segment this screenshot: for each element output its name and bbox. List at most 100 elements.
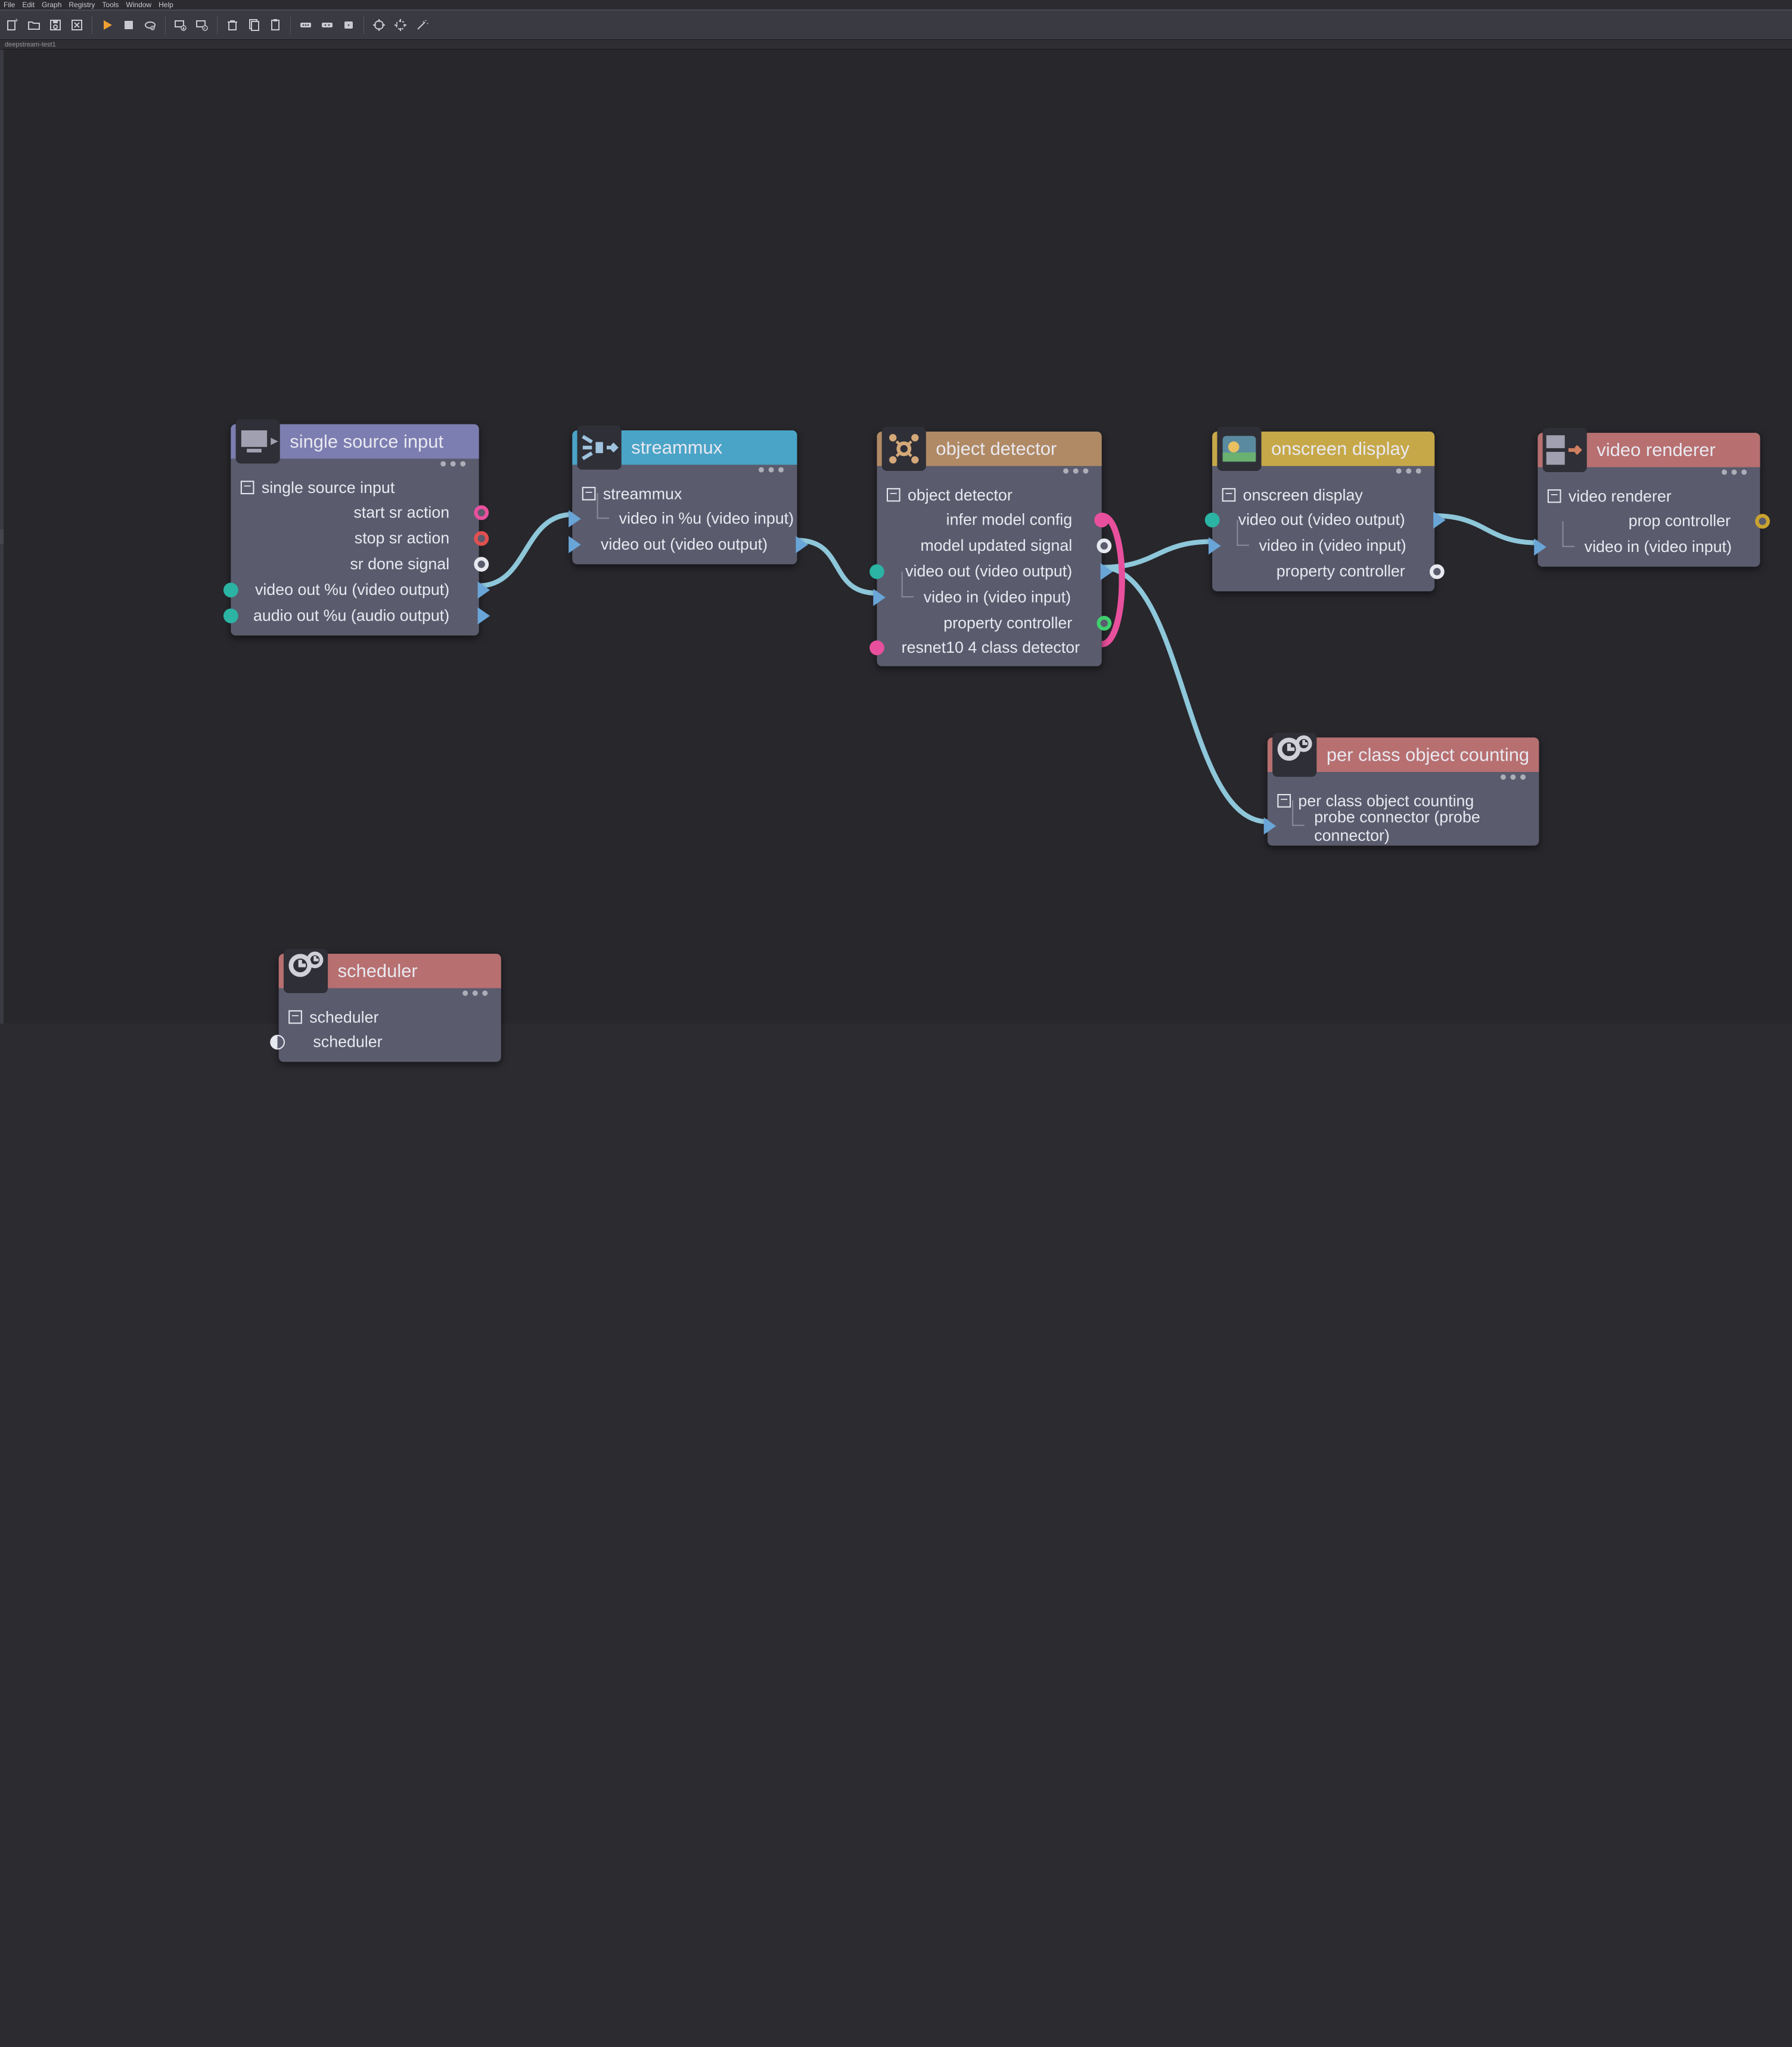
menu-tools[interactable]: Tools xyxy=(100,0,121,10)
hdots-icon[interactable] xyxy=(297,16,315,34)
node-single_source[interactable]: single source input ●●●−single source in… xyxy=(231,424,479,636)
port-label: video out (video output) xyxy=(905,562,1072,580)
crosshair-dotted-icon[interactable] xyxy=(392,16,409,34)
port-label: property controller xyxy=(1277,562,1405,580)
menu-file[interactable]: File xyxy=(1,0,17,10)
scheduler-icon xyxy=(284,949,328,993)
node-onscreen_display[interactable]: onscreen display ●●●−onscreen displayvid… xyxy=(1212,432,1434,591)
port-row[interactable]: model updated signal xyxy=(877,532,1101,558)
port-label: video out %u (video output) xyxy=(255,580,449,598)
section-label[interactable]: −onscreen display xyxy=(1212,483,1434,507)
node-streammux[interactable]: streammux ●●●−streammuxvideo in %u (vide… xyxy=(572,430,797,565)
node-extra-label: resnet10 4 class detector xyxy=(877,635,1101,659)
port-label: video out (video output) xyxy=(1238,510,1405,529)
node-header[interactable]: video renderer xyxy=(1538,433,1760,467)
close-icon[interactable] xyxy=(68,16,86,34)
container-run-icon[interactable] xyxy=(193,16,211,34)
port-label: video in (video input) xyxy=(1259,536,1406,554)
tab-strip: deepstream-test1 xyxy=(0,40,1792,49)
node-title: video renderer xyxy=(1597,439,1715,460)
node-header[interactable]: object detector xyxy=(877,432,1101,466)
port-row[interactable]: video out (video output) xyxy=(572,531,797,557)
wand-icon[interactable] xyxy=(413,16,431,34)
port-row[interactable]: video in (video input) xyxy=(1538,534,1760,559)
half-pin xyxy=(270,1034,285,1049)
node-title: per class object counting xyxy=(1327,745,1529,765)
port-row[interactable]: video in (video input) xyxy=(877,584,1101,610)
object_detector-icon xyxy=(882,427,926,471)
port-label: video in (video input) xyxy=(1585,537,1732,556)
node-title: streammux xyxy=(631,437,722,458)
onscreen_display-icon xyxy=(1217,427,1261,471)
port-row[interactable]: sr done signal xyxy=(231,551,479,576)
menu-bar: File Edit Graph Registry Tools Window He… xyxy=(0,0,1792,10)
delete-icon[interactable] xyxy=(223,16,241,34)
port-row[interactable]: stop sr action xyxy=(231,525,479,551)
port-row[interactable]: infer model config xyxy=(877,507,1101,532)
port-label: scheduler xyxy=(313,1032,382,1051)
node-header[interactable]: streammux xyxy=(572,430,797,465)
port-row[interactable]: video in (video input) xyxy=(1212,532,1434,558)
node-title: onscreen display xyxy=(1271,438,1409,459)
port-label: model updated signal xyxy=(920,536,1072,554)
port-label: probe connector (probe connector) xyxy=(1314,807,1539,844)
port-label: infer model config xyxy=(946,510,1073,529)
port-label: video in (video input) xyxy=(924,588,1071,606)
port-label: property controller xyxy=(943,613,1072,632)
container-download-icon[interactable] xyxy=(172,16,190,34)
port-label: video out (video output) xyxy=(601,535,768,553)
section-label[interactable]: −single source input xyxy=(231,476,479,499)
node-title: object detector xyxy=(936,438,1057,459)
node-header[interactable]: single source input xyxy=(231,424,479,459)
section-label[interactable]: −object detector xyxy=(877,483,1101,507)
port-label: start sr action xyxy=(353,503,449,522)
port-row[interactable]: probe connector (probe connector) xyxy=(1268,812,1539,838)
open-folder-icon[interactable] xyxy=(25,16,43,34)
toolbar: + xyxy=(0,10,1792,40)
port-label: audio out %u (audio output) xyxy=(253,606,449,625)
copy-icon[interactable] xyxy=(245,16,263,34)
port-row[interactable]: property controller xyxy=(877,610,1101,635)
streammux-icon xyxy=(577,426,622,470)
per_class-icon xyxy=(1272,733,1316,777)
port-label: video in %u (video input) xyxy=(619,509,794,528)
cloud-sync-icon[interactable] xyxy=(141,16,159,34)
port-row[interactable]: video in %u (video input) xyxy=(572,505,797,531)
video_renderer-icon xyxy=(1543,428,1587,472)
node-header[interactable]: onscreen display xyxy=(1212,432,1434,466)
port-row[interactable]: audio out %u (audio output) xyxy=(231,603,479,628)
node-header[interactable]: per class object counting xyxy=(1268,737,1539,772)
single-dot-icon[interactable] xyxy=(340,16,358,34)
node-per_class[interactable]: per class object counting ●●●−per class … xyxy=(1268,737,1539,845)
graph-canvas[interactable]: single source input ●●●−single source in… xyxy=(0,49,1792,1024)
paste-icon[interactable] xyxy=(266,16,284,34)
node-object_detector[interactable]: object detector ●●●−object detectorinfer… xyxy=(877,432,1101,666)
node-scheduler[interactable]: scheduler ●●●−scheduler scheduler xyxy=(279,954,501,1062)
stop-icon[interactable] xyxy=(120,16,138,34)
hdots2-icon[interactable] xyxy=(318,16,336,34)
port-label: prop controller xyxy=(1629,511,1731,530)
section-label[interactable]: −video renderer xyxy=(1538,485,1760,508)
svg-text:+: + xyxy=(14,18,18,24)
menu-window[interactable]: Window xyxy=(123,0,154,10)
port-label: stop sr action xyxy=(355,529,449,547)
node-title: scheduler xyxy=(338,960,418,981)
menu-graph[interactable]: Graph xyxy=(39,0,64,10)
menu-registry[interactable]: Registry xyxy=(66,0,97,10)
crosshair-icon[interactable] xyxy=(370,16,388,34)
port-row[interactable]: property controller xyxy=(1212,558,1434,584)
port-row[interactable]: video out %u (video output) xyxy=(231,576,479,602)
node-header[interactable]: scheduler xyxy=(279,954,501,988)
port-row[interactable]: start sr action xyxy=(231,499,479,525)
menu-help[interactable]: Help xyxy=(156,0,176,10)
single_source-icon xyxy=(236,419,280,463)
port-row[interactable]: scheduler xyxy=(279,1029,501,1054)
new-file-icon[interactable]: + xyxy=(4,16,21,34)
node-video_renderer[interactable]: video renderer ●●●−video rendererprop co… xyxy=(1538,433,1760,567)
node-title: single source input xyxy=(290,431,443,452)
active-tab[interactable]: deepstream-test1 xyxy=(5,41,56,48)
play-icon[interactable] xyxy=(98,16,116,34)
menu-edit[interactable]: Edit xyxy=(20,0,37,10)
save-icon[interactable] xyxy=(46,16,64,34)
section-label[interactable]: −scheduler xyxy=(279,1006,501,1029)
